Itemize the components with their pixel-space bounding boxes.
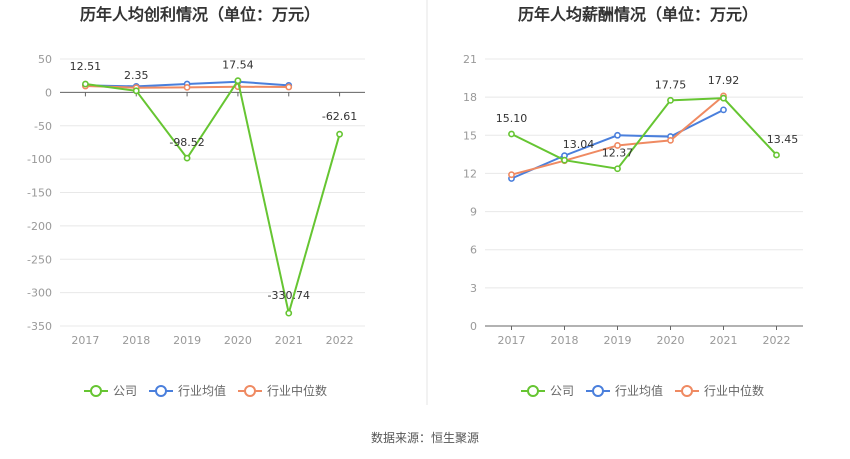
legend-marker <box>592 385 604 397</box>
y-tick-label: 21 <box>463 53 477 66</box>
y-tick-label: -250 <box>27 253 52 266</box>
data-label: 13.04 <box>563 138 595 151</box>
legend-marker <box>244 385 256 397</box>
series-point-2 <box>285 83 293 91</box>
data-label: 12.51 <box>70 60 102 73</box>
chart-title: 历年人均薪酬情况（单位：万元） <box>518 5 758 24</box>
series-line-0 <box>85 78 341 314</box>
y-tick-label: -150 <box>27 187 52 200</box>
x-tick-label: 2021 <box>710 334 738 347</box>
series-point-2 <box>508 171 515 179</box>
data-label: 12.37 <box>602 147 634 160</box>
series-point-0 <box>773 151 780 159</box>
series-point-0 <box>720 94 727 102</box>
series-point-0 <box>667 96 674 104</box>
x-tick-label: 2018 <box>551 334 579 347</box>
y-tick-label: 0 <box>45 86 52 99</box>
x-tick-label: 2020 <box>224 334 252 347</box>
data-label: 2.35 <box>124 69 149 82</box>
y-tick-label: -50 <box>34 120 52 133</box>
y-tick-label: -100 <box>27 153 52 166</box>
series-point-0 <box>336 130 343 138</box>
x-tick-label: 2022 <box>763 334 791 347</box>
y-tick-label: 3 <box>470 282 477 295</box>
data-label: 17.92 <box>708 74 740 87</box>
y-tick-label: 6 <box>470 244 477 257</box>
series-point-0 <box>508 130 515 138</box>
y-tick-label: 12 <box>463 167 477 180</box>
data-label: 15.10 <box>496 112 528 125</box>
y-tick-label: 0 <box>470 320 477 333</box>
data-label: 13.45 <box>767 133 799 146</box>
data-label: -62.61 <box>322 110 357 123</box>
series-point-0 <box>82 80 89 88</box>
series-point-0 <box>132 87 140 95</box>
data-label: 17.54 <box>222 59 254 72</box>
y-tick-label: 9 <box>470 206 477 219</box>
legend-label: 行业均值 <box>615 383 663 398</box>
series-point-0 <box>285 309 293 317</box>
y-tick-label: 18 <box>463 91 477 104</box>
legend-label: 行业中位数 <box>267 383 327 398</box>
legend-marker <box>90 385 102 397</box>
profit-chart: 历年人均创利情况（单位：万元） 50 0 -50 -100 -150 -200 -250 -30… <box>27 5 365 398</box>
legend-item-0[interactable]: 公司 <box>84 384 137 398</box>
series-point-2 <box>614 142 621 149</box>
data-label: -330.74 <box>268 289 310 302</box>
x-tick-label: 2018 <box>122 334 150 347</box>
legend-marker <box>681 385 693 397</box>
x-tick-label: 2021 <box>275 334 303 347</box>
series-point-2 <box>667 136 674 144</box>
series-point-1 <box>614 131 621 139</box>
data-label: 17.75 <box>655 78 687 91</box>
legend-item-2[interactable]: 行业中位数 <box>238 383 327 398</box>
legend-label: 公司 <box>113 384 137 398</box>
y-tick-label: 15 <box>463 129 477 142</box>
legend-item-1[interactable]: 行业均值 <box>149 383 226 398</box>
legend-label: 行业均值 <box>178 383 226 398</box>
series-point-0 <box>183 154 191 162</box>
legend-item-1[interactable]: 行业均值 <box>586 383 663 398</box>
chart-title: 历年人均创利情况（单位：万元） <box>80 5 320 24</box>
data-label: -98.52 <box>169 136 204 149</box>
x-tick-label: 2019 <box>173 334 201 347</box>
series-point-0 <box>234 77 242 85</box>
x-tick-label: 2019 <box>604 334 632 347</box>
y-tick-label: -350 <box>27 320 52 333</box>
x-tick-label: 2017 <box>71 334 99 347</box>
salary-chart: 历年人均薪酬情况（单位：万元） 21 18 15 12 9 6 3 0 2017 2018 2019 2… <box>463 5 803 398</box>
series-point-0 <box>561 156 568 164</box>
y-tick-label: 50 <box>38 53 52 66</box>
y-tick-label: -200 <box>27 220 52 233</box>
source-text: 数据来源：恒生聚源 <box>371 430 479 445</box>
legend-label: 公司 <box>550 384 574 398</box>
series-line-0 <box>511 97 778 170</box>
legend-item-2[interactable]: 行业中位数 <box>675 383 764 398</box>
legend-item-0[interactable]: 公司 <box>521 384 574 398</box>
x-tick-label: 2022 <box>326 334 354 347</box>
x-tick-label: 2017 <box>498 334 526 347</box>
legend-marker <box>527 385 539 397</box>
series-point-0 <box>614 165 621 173</box>
x-tick-label: 2020 <box>657 334 685 347</box>
series-point-2 <box>183 83 191 91</box>
legend-label: 行业中位数 <box>704 383 764 398</box>
series-point-1 <box>720 106 727 114</box>
y-tick-label: -300 <box>27 287 52 300</box>
legend-marker <box>155 385 167 397</box>
